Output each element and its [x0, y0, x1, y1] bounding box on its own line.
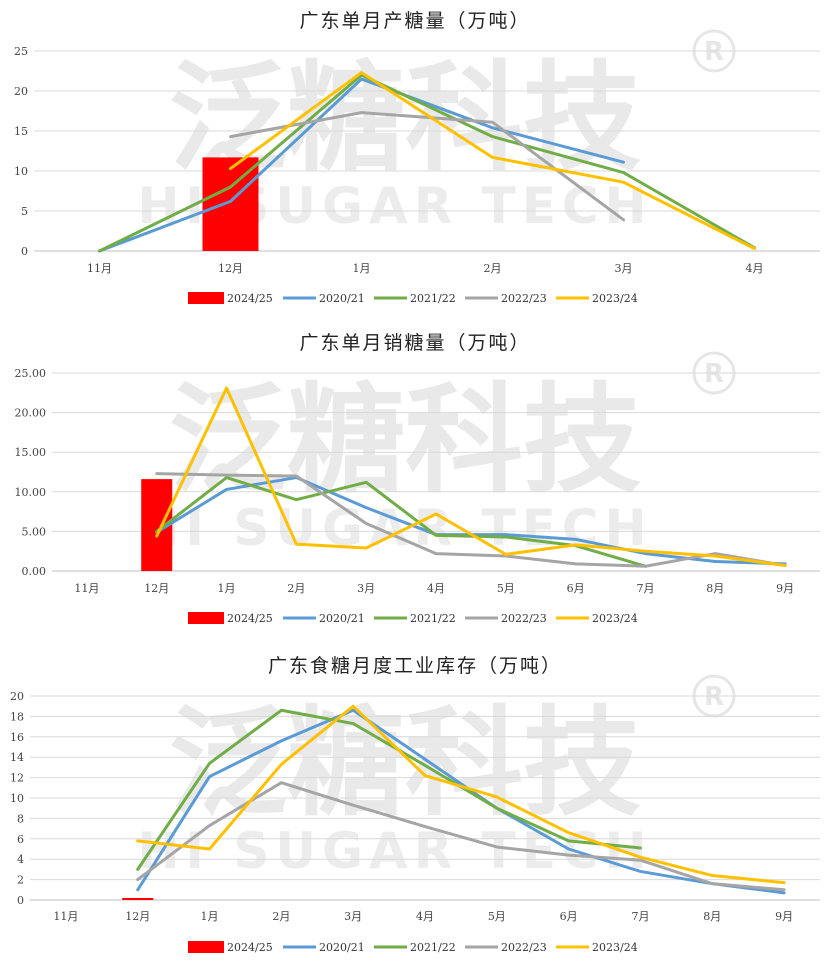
x-tick-label: 5月 — [497, 582, 515, 595]
line-2022-23 — [136, 781, 786, 892]
legend: 2024/25 2020/21 2021/22 2022/23 2023/24 — [188, 292, 638, 305]
legend-label: 2020/21 — [319, 612, 365, 625]
y-tick-label: 25 — [14, 45, 28, 58]
x-tick-label: 6月 — [567, 582, 585, 595]
x-tick-label: 9月 — [776, 582, 794, 595]
y-tick-label: 2 — [17, 874, 24, 887]
chart-title: 广东单月销糖量（万吨） — [299, 332, 531, 354]
x-tick-label: 7月 — [636, 582, 654, 595]
x-tick-label: 2月 — [287, 582, 305, 595]
x-tick-label: 9月 — [775, 910, 793, 923]
x-tick-label: 6月 — [560, 910, 578, 923]
legend: 2024/25 2020/21 2021/22 2022/23 2023/24 — [188, 941, 638, 954]
legend-label: 2021/22 — [410, 941, 456, 954]
line-2021-22 — [155, 476, 647, 568]
watermark-cn: 泛糖科技 — [169, 694, 641, 832]
legend-swatch — [188, 612, 224, 624]
y-tick-label: 15 — [14, 125, 28, 138]
line-2023-24 — [155, 386, 787, 567]
y-tick-label: 18 — [10, 710, 24, 723]
legend-label: 2020/21 — [319, 941, 365, 954]
legend-label: 2024/25 — [227, 941, 273, 954]
x-tick-label: 8月 — [703, 910, 721, 923]
x-tick-label: 1月 — [353, 262, 371, 275]
x-tick-label: 1月 — [201, 910, 219, 923]
legend-label: 2020/21 — [319, 292, 365, 305]
registered-mark-letter: R — [704, 359, 724, 389]
y-tick-label: 0.00 — [22, 565, 47, 578]
watermark-en: HI SUGAR TECH — [138, 499, 653, 557]
legend-label: 2023/24 — [592, 941, 638, 954]
line-2022-23 — [155, 472, 787, 568]
y-tick-label: 6 — [17, 833, 24, 846]
y-tick-label: 10 — [10, 792, 24, 805]
y-tick-label: 5.00 — [22, 525, 47, 538]
x-tick-label: 8月 — [706, 582, 724, 595]
y-tick-label: 8 — [17, 812, 24, 825]
x-tick-label: 11月 — [87, 262, 112, 275]
x-tick-label: 3月 — [344, 910, 362, 923]
y-tick-label: 5 — [21, 205, 28, 218]
legend-label: 2022/23 — [501, 292, 547, 305]
line-2020-21 — [98, 77, 625, 253]
y-tick-label: 20.00 — [15, 407, 47, 420]
x-tick-label: 2月 — [272, 910, 290, 923]
line-2023-24 — [229, 71, 756, 251]
legend-swatch — [188, 292, 224, 304]
line-2020-21 — [136, 708, 786, 895]
y-tick-label: 14 — [10, 751, 24, 764]
x-tick-label: 7月 — [631, 910, 649, 923]
line-2023-24 — [136, 704, 786, 885]
x-tick-label: 11月 — [74, 582, 99, 595]
y-tick-label: 20 — [14, 85, 28, 98]
legend-label: 2022/23 — [501, 612, 547, 625]
y-tick-label: 0 — [17, 894, 24, 907]
y-tick-label: 0 — [21, 245, 28, 258]
x-tick-label: 2月 — [484, 262, 502, 275]
x-tick-label: 12月 — [218, 262, 243, 275]
legend-label: 2023/24 — [592, 612, 638, 625]
chart-title: 广东食糖月度工业库存（万吨） — [267, 655, 562, 677]
legend-label: 2022/23 — [501, 941, 547, 954]
legend-swatch — [188, 941, 224, 953]
y-tick-label: 16 — [10, 731, 24, 744]
y-tick-label: 20 — [10, 690, 24, 703]
x-tick-label: 12月 — [125, 910, 150, 923]
line-2021-22 — [98, 73, 756, 253]
y-tick-label: 12 — [10, 772, 24, 785]
legend-label: 2021/22 — [410, 612, 456, 625]
sales-chart: 广东单月销糖量（万吨） 泛糖科技 HI SUGAR TECH R 0.00 5.00 10… — [0, 320, 830, 638]
chart-title: 广东单月产糖量（万吨） — [299, 10, 531, 32]
registered-mark-letter: R — [704, 37, 724, 67]
inventory-chart: 广东食糖月度工业库存（万吨） 泛糖科技 HI SUGAR TECH R 0 2 4 6 8 10… — [0, 640, 830, 962]
legend-label: 2023/24 — [592, 292, 638, 305]
x-tick-label: 1月 — [218, 582, 236, 595]
legend: 2024/25 2020/21 2021/22 2022/23 2023/24 — [188, 612, 638, 625]
x-tick-label: 3月 — [615, 262, 633, 275]
y-tick-label: 4 — [17, 853, 24, 866]
bar-2024-25 — [122, 897, 154, 900]
legend-label: 2024/25 — [227, 292, 273, 305]
x-tick-label: 3月 — [357, 582, 375, 595]
production-chart: 广东单月产糖量（万吨） 泛糖科技 HI SUGAR TECH R 0 5 10 15 20 25… — [0, 0, 830, 318]
x-tick-label: 4月 — [427, 582, 445, 595]
x-tick-label: 5月 — [488, 910, 506, 923]
legend-label: 2024/25 — [227, 612, 273, 625]
legend-label: 2021/22 — [410, 292, 456, 305]
y-tick-label: 10.00 — [15, 486, 47, 499]
x-tick-label: 12月 — [144, 582, 169, 595]
x-tick-label: 4月 — [746, 262, 764, 275]
y-tick-label: 10 — [14, 165, 28, 178]
y-tick-label: 15.00 — [15, 446, 47, 459]
x-tick-label: 11月 — [53, 910, 78, 923]
line-2021-22 — [136, 708, 642, 871]
registered-mark-letter: R — [704, 682, 724, 712]
x-tick-label: 4月 — [416, 910, 434, 923]
y-tick-label: 25.00 — [15, 367, 47, 380]
